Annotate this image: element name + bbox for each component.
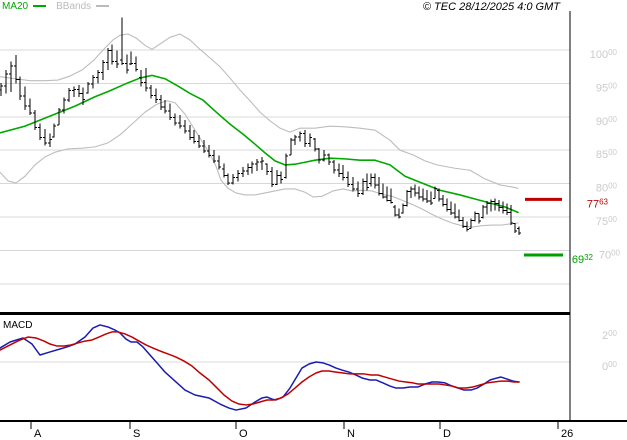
axis-label-superscript: 32 [584,253,593,262]
price-label-9500: 9500 [596,81,618,94]
axis-label-superscript: 00 [608,115,617,124]
axis-label-main: 69 [572,254,584,266]
legend-item-ma20: MA20 [2,1,47,12]
axis-label-main: 90 [596,116,608,128]
axis-label-main: 0 [602,361,608,373]
price-label-7000: 7000 [599,248,621,261]
legend-dash-swatch [96,5,110,8]
month-label: S [133,428,140,440]
axis-label-superscript: 00 [608,360,617,369]
axis-label-main: 100 [590,49,608,61]
axis-label-main: 95 [596,82,608,94]
legend-label: BBands [56,1,92,12]
axis-label-superscript: 63 [599,197,608,206]
price-label-8000: 8000 [596,182,618,195]
price-gridlines [0,49,570,363]
legend-dash-swatch [33,5,47,8]
axis-label-superscript: 00 [608,48,617,57]
axis-label-superscript: 00 [608,215,617,224]
price-label-8500: 8500 [596,148,618,161]
price-label-6932: 6932 [572,253,594,266]
copyright-timestamp: © TEC 28/12/2025 4:0 GMT [422,1,560,13]
axis-label-main: 75 [596,216,608,228]
axis-label-superscript: 00 [608,148,617,157]
axis-label-superscript: 00 [608,182,617,191]
axis-label-main: 70 [599,249,611,261]
axis-label-superscript: 00 [608,329,617,338]
ma20-line [0,74,519,214]
macd-panel-label: MACD [3,320,33,331]
axis-label-main: 85 [596,149,608,161]
month-label: O [239,428,248,440]
month-label: A [34,428,42,440]
indicator-legend: MA20 BBands [2,1,119,12]
price-label-7763: 7763 [587,197,609,210]
macd-signal-line [0,331,520,406]
legend-item-bbands: BBands [56,1,110,12]
macd-value-label-000: 000 [602,360,618,373]
month-label: N [347,428,355,440]
axis-label-main: 2 [602,330,608,342]
axis-label-superscript: 00 [608,81,617,90]
axis-label-main: 80 [596,183,608,195]
macd-value-label-200: 200 [602,329,618,342]
bollinger-lower-band [0,100,519,228]
panel-separator [0,312,570,315]
axis-label-superscript: 00 [611,248,620,257]
price-label-7500: 7500 [596,215,618,228]
month-label: D [443,428,451,440]
axis-label-main: 77 [587,198,599,210]
axes [0,11,627,429]
month-label: 26 [561,428,573,440]
price-label-10000: 10000 [590,48,618,61]
price-label-9000: 9000 [596,115,618,128]
ohlc-bars [0,17,521,236]
bollinger-upper-band [0,33,519,189]
legend-label: MA20 [2,1,29,12]
macd-line [0,324,520,411]
